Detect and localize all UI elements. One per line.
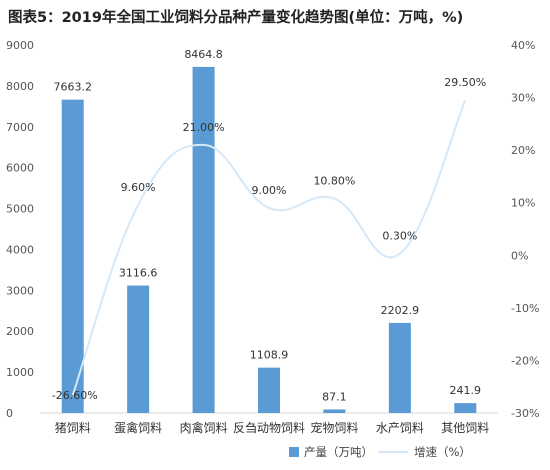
y-left-tick-label: 7000 (6, 121, 34, 134)
bar (127, 285, 150, 413)
bar-data-label: 241.9 (450, 384, 482, 397)
y-left-tick-label: 5000 (6, 203, 34, 216)
bar-data-label: 87.1 (322, 390, 347, 403)
line-data-label: 0.30% (382, 230, 417, 243)
y-right-tick-label: -30% (511, 407, 539, 420)
y-left-tick-label: 4000 (6, 243, 34, 256)
x-category-label: 水产饲料 (376, 421, 424, 435)
y-right-tick-label: 20% (511, 144, 535, 157)
bar-data-label: 3116.6 (119, 267, 158, 280)
y-right-tick-label: 10% (511, 197, 535, 210)
line-data-label: -26.60% (52, 389, 98, 402)
y-left-tick-label: 0 (6, 407, 13, 420)
bar (454, 403, 477, 413)
line-data-label: 10.80% (313, 175, 355, 188)
y-right-tick-label: -10% (511, 302, 539, 315)
bar-data-label: 7663.2 (53, 81, 92, 94)
chart-title: 图表5：2019年全国工业饲料分品种产量变化趋势图(单位：万吨，%) (8, 10, 464, 26)
x-category-label: 宠物饲料 (310, 420, 358, 435)
x-category-label: 反刍动物饲料 (233, 421, 305, 435)
legend-swatch-bars (289, 447, 299, 457)
bar (323, 409, 346, 413)
y-left-tick-label: 9000 (6, 39, 34, 52)
y-right-tick-label: -20% (511, 354, 539, 367)
growth-rate-line (71, 99, 467, 396)
y-left-tick-label: 2000 (6, 325, 34, 338)
y-right-tick-label: 40% (511, 39, 535, 52)
legend-label-bars: 产量（万吨） (304, 445, 373, 459)
x-category-label: 蛋禽饲料 (114, 420, 162, 435)
bar-data-label: 1108.9 (250, 349, 289, 362)
legend-label-line: 增速（%） (414, 445, 471, 459)
y-right-tick-label: 0% (511, 249, 528, 262)
y-left-tick-label: 1000 (6, 366, 34, 379)
y-right-tick-label: 30% (511, 92, 535, 105)
bar (61, 99, 84, 413)
line-data-label: 9.60% (121, 181, 156, 194)
bar (388, 322, 411, 413)
bar-data-label: 2202.9 (381, 304, 420, 317)
line-data-label: 9.00% (252, 184, 287, 197)
bar (192, 66, 215, 414)
x-category-label: 肉禽饲料 (180, 420, 228, 435)
bar-data-label: 8464.8 (184, 48, 223, 61)
x-category-label: 猪饲料 (55, 421, 91, 435)
y-left-tick-label: 6000 (6, 162, 34, 175)
y-left-tick-label: 8000 (6, 80, 34, 93)
line-data-label: 21.00% (183, 121, 225, 134)
x-category-label: 其他饲料 (441, 421, 489, 435)
y-left-tick-label: 3000 (6, 284, 34, 297)
bar (258, 367, 280, 413)
line-data-label: 29.50% (444, 76, 486, 89)
